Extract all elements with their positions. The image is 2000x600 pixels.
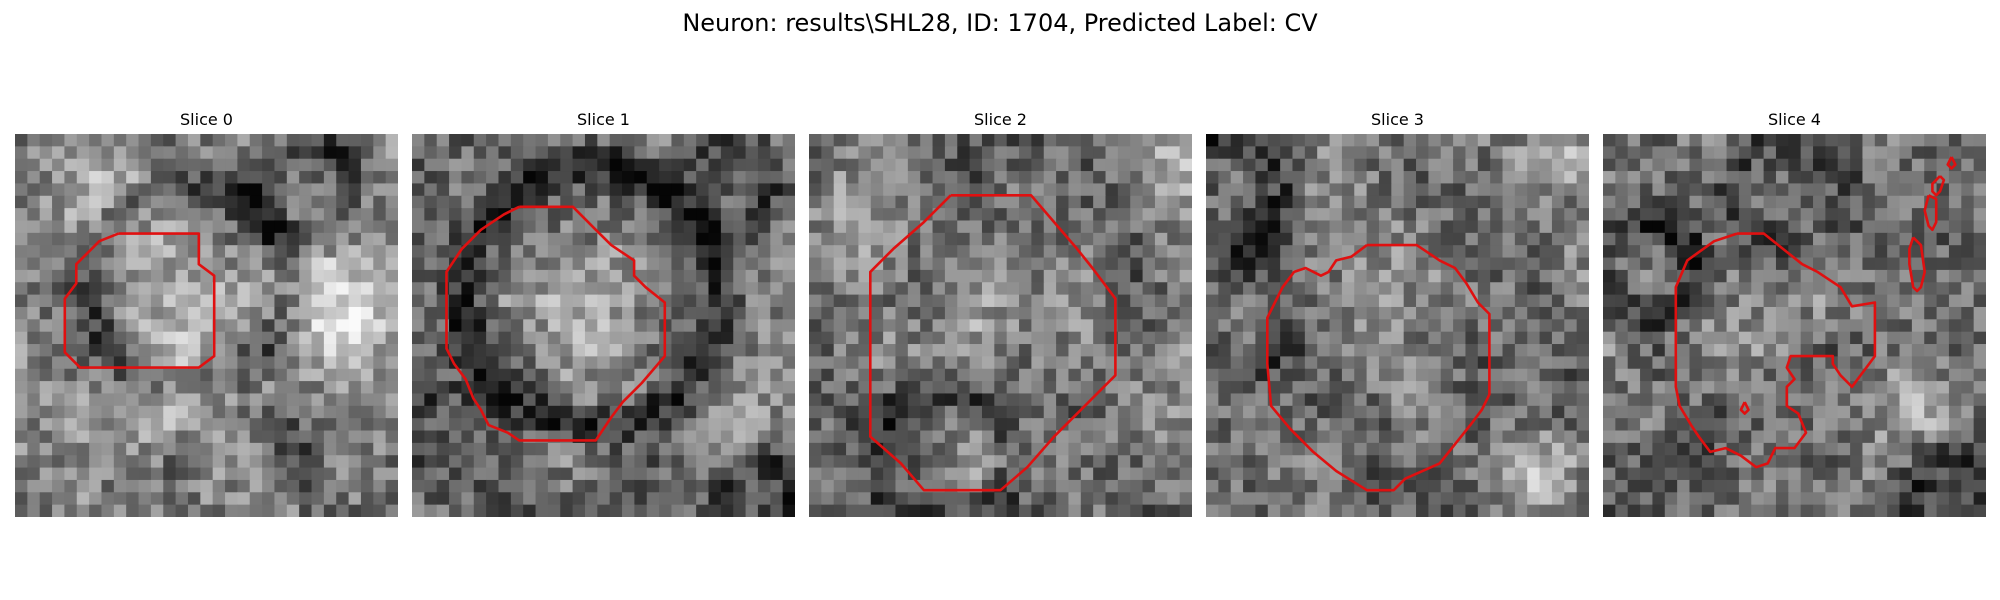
slice-image [412,134,795,517]
slice-panel-4: Slice 4 [1603,110,1986,520]
slice-panel-1: Slice 1 [412,110,795,520]
segmentation-contour [1923,194,1938,232]
slice-title: Slice 2 [974,110,1027,129]
slice-panel-2: Slice 2 [809,110,1192,520]
image-pixels [809,134,1192,517]
slice-panel-0: Slice 0 [15,110,398,520]
segmentation-contour [1908,236,1927,293]
slice-image [1603,134,1986,517]
segmentation-contour [1265,243,1491,492]
image-pixels [412,134,795,517]
image-pixels [1603,134,1986,517]
segmentation-contour [1946,156,1957,170]
segmentation-contour [868,193,1117,492]
slice-title: Slice 0 [180,110,233,129]
segmentation-contour [1739,401,1750,415]
slice-title: Slice 3 [1371,110,1424,129]
slice-image [809,134,1192,517]
slice-image [15,134,398,517]
segmentation-contour [1674,232,1877,469]
image-pixels [1206,134,1589,517]
slice-title: Slice 1 [577,110,630,129]
figure-title: Neuron: results\SHL28, ID: 1704, Predict… [682,9,1318,37]
image-pixels [15,134,398,517]
slice-title: Slice 4 [1768,110,1821,129]
slice-panel-3: Slice 3 [1206,110,1589,520]
segmentation-contour [63,232,216,369]
segmentation-contour [1931,175,1946,197]
slice-image [1206,134,1589,517]
segmentation-contour [445,205,667,442]
